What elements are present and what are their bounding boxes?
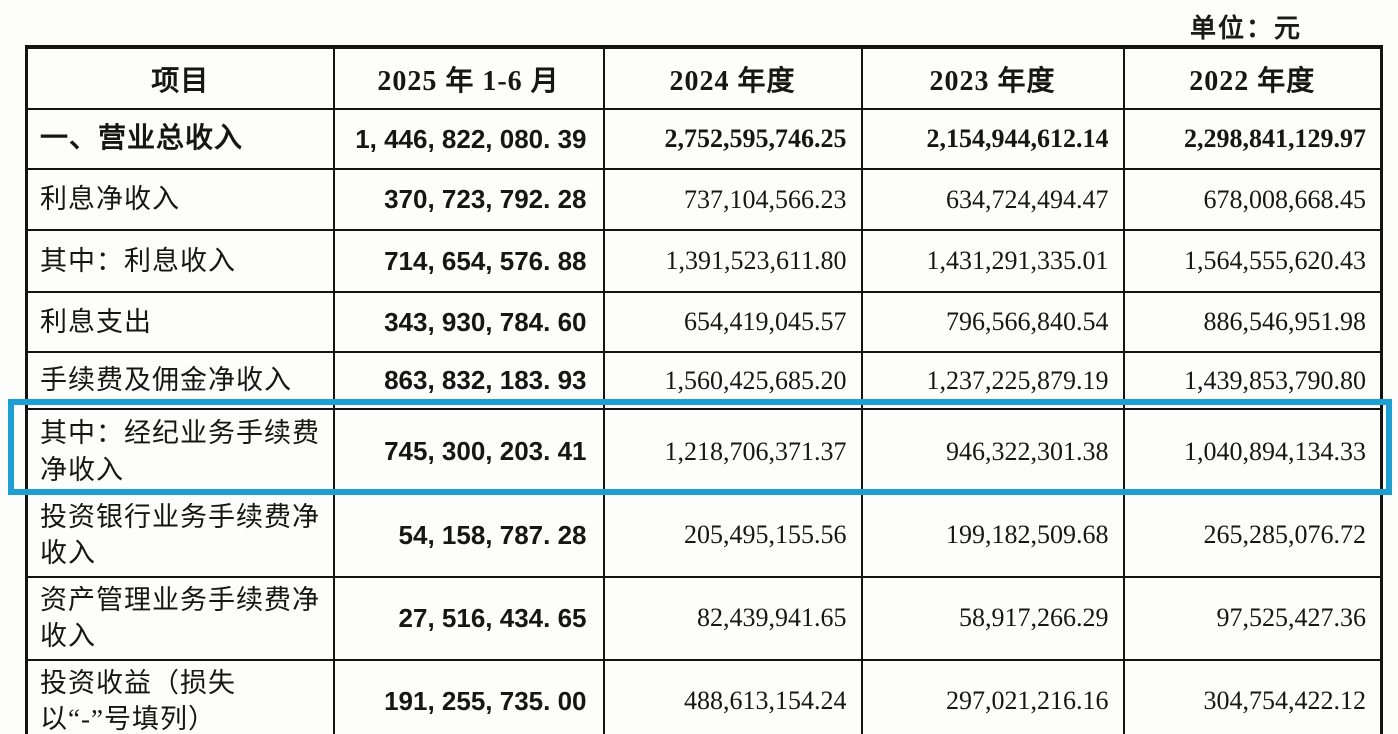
table-row-total-revenue: 一、营业总收入 1, 446, 822, 080. 39 2,752,595,7… [25, 108, 1383, 170]
cell-value: 796,566,840.54 [860, 291, 1125, 353]
cell-value: 745, 300, 203. 41 [332, 408, 605, 495]
table-row-investment-banking-fee-income: 投资银行业务手续费净收入 54, 158, 787. 28 205,495,15… [25, 493, 1383, 578]
cell-value: 1,560,425,685.20 [602, 351, 863, 410]
cell-value: 1,040,894,134.33 [1122, 408, 1383, 495]
cell-value: 82,439,941.65 [602, 575, 863, 661]
unit-label: 单位：元 [1189, 14, 1302, 43]
table-header-row: 项目 2025 年 1-6 月 2024 年度 2023 年度 2022 年度 [25, 46, 1383, 110]
cell-value: 678,008,668.45 [1122, 168, 1383, 231]
header-2022: 2022 年度 [1122, 46, 1383, 110]
table-row-investment-gains: 投资收益（损失以“-”号填列） 191, 255, 735. 00 488,61… [25, 658, 1383, 734]
cell-value: 654,419,045.57 [602, 291, 863, 353]
cell-value: 886,546,951.98 [1122, 291, 1383, 353]
header-item: 项目 [25, 46, 335, 110]
row-label: 利息支出 [25, 291, 335, 353]
cell-value: 343, 930, 784. 60 [332, 291, 605, 353]
table-row-interest-income: 其中：利息收入 714, 654, 576. 88 1,391,523,611.… [25, 229, 1383, 293]
cell-value: 737,104,566.23 [602, 168, 863, 231]
cell-value: 97,525,427.36 [1122, 575, 1383, 661]
row-label: 其中：利息收入 [25, 229, 335, 293]
row-label: 一、营业总收入 [25, 108, 335, 170]
cell-value: 488,613,154.24 [602, 658, 863, 734]
cell-value: 304,754,422.12 [1122, 658, 1383, 734]
row-label: 利息净收入 [25, 168, 335, 231]
cell-value: 205,495,155.56 [602, 493, 863, 578]
row-label: 资产管理业务手续费净收入 [25, 575, 335, 661]
cell-value: 265,285,076.72 [1122, 493, 1383, 578]
cell-value: 1,431,291,335.01 [860, 229, 1125, 293]
cell-value: 2,154,944,612.14 [860, 108, 1125, 170]
cell-value: 1,218,706,371.37 [602, 408, 863, 495]
cell-value: 1,439,853,790.80 [1122, 351, 1383, 410]
table-row-net-fee-commission-income: 手续费及佣金净收入 863, 832, 183. 93 1,560,425,68… [25, 351, 1383, 410]
table-row-net-interest-income: 利息净收入 370, 723, 792. 28 737,104,566.23 6… [25, 168, 1383, 231]
cell-value: 634,724,494.47 [860, 168, 1125, 231]
cell-value: 863, 832, 183. 93 [332, 351, 605, 410]
cell-value: 714, 654, 576. 88 [332, 229, 605, 293]
header-2024: 2024 年度 [602, 46, 863, 110]
cell-value: 58,917,266.29 [860, 575, 1125, 661]
cell-value: 1,564,555,620.43 [1122, 229, 1383, 293]
cell-value: 946,322,301.38 [860, 408, 1125, 495]
cell-value: 2,298,841,129.97 [1122, 108, 1383, 170]
row-label: 投资收益（损失以“-”号填列） [25, 658, 335, 734]
header-2025-h1: 2025 年 1-6 月 [332, 46, 605, 110]
table-row-asset-management-fee-income: 资产管理业务手续费净收入 27, 516, 434. 65 82,439,941… [25, 575, 1383, 661]
header-2023: 2023 年度 [860, 46, 1125, 110]
cell-value: 54, 158, 787. 28 [332, 493, 605, 578]
financial-statement-table: 项目 2025 年 1-6 月 2024 年度 2023 年度 2022 年度 … [25, 45, 1383, 734]
cell-value: 191, 255, 735. 00 [332, 658, 605, 734]
cell-value: 370, 723, 792. 28 [332, 168, 605, 231]
table-row-brokerage-fee-income-highlighted: 其中：经纪业务手续费净收入 745, 300, 203. 41 1,218,70… [25, 408, 1383, 495]
cell-value: 1, 446, 822, 080. 39 [332, 108, 605, 170]
cell-value: 1,237,225,879.19 [860, 351, 1125, 410]
cell-value: 2,752,595,746.25 [602, 108, 863, 170]
cell-value: 1,391,523,611.80 [602, 229, 863, 293]
table-row-interest-expense: 利息支出 343, 930, 784. 60 654,419,045.57 79… [25, 291, 1383, 353]
row-label: 手续费及佣金净收入 [25, 351, 335, 410]
row-label: 其中：经纪业务手续费净收入 [25, 408, 335, 495]
cell-value: 199,182,509.68 [860, 493, 1125, 578]
cell-value: 27, 516, 434. 65 [332, 575, 605, 661]
row-label: 投资银行业务手续费净收入 [25, 493, 335, 578]
cell-value: 297,021,216.16 [860, 658, 1125, 734]
